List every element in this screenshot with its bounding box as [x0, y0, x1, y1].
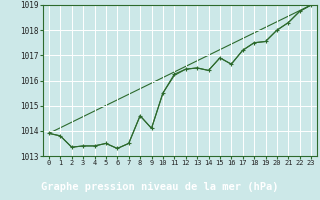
Text: Graphe pression niveau de la mer (hPa): Graphe pression niveau de la mer (hPa) — [41, 182, 279, 192]
